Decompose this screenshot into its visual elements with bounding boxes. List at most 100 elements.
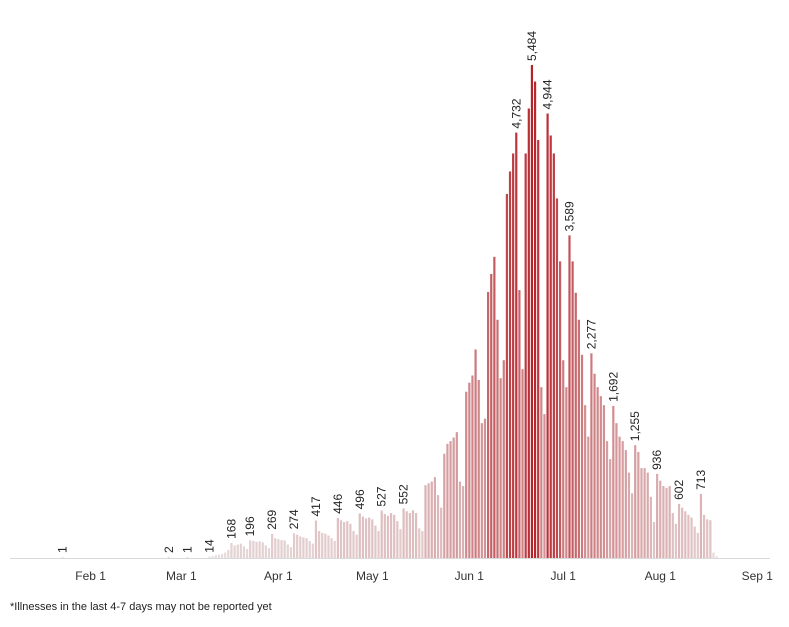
bar [646, 472, 649, 558]
data-label: 1,692 [606, 372, 620, 402]
bar [668, 486, 671, 558]
bar [396, 521, 399, 558]
bar [508, 171, 512, 558]
data-label: 602 [672, 480, 686, 500]
data-label: 2,277 [584, 319, 598, 349]
data-label: 2 [162, 546, 176, 553]
bar [684, 511, 687, 558]
data-label: 4,732 [509, 98, 523, 128]
data-label: 5,484 [525, 31, 539, 61]
bar [368, 517, 371, 558]
bar [261, 542, 264, 558]
bar [239, 543, 242, 558]
bar [471, 375, 474, 558]
bar [302, 537, 305, 558]
bar [321, 532, 324, 558]
bar [574, 292, 577, 558]
bar [227, 549, 230, 558]
bar [283, 540, 286, 558]
bar [389, 513, 393, 558]
bar [252, 540, 255, 558]
bar [317, 531, 321, 558]
bar [568, 235, 571, 559]
bar [715, 556, 718, 558]
bar [677, 503, 681, 558]
bar [490, 273, 493, 558]
bar [277, 539, 280, 558]
bar [571, 261, 574, 558]
bar [446, 443, 449, 558]
bar [543, 414, 546, 558]
bar [233, 545, 236, 558]
bar [436, 495, 440, 558]
bar [393, 514, 396, 558]
x-tick-label: Jun 1 [455, 569, 485, 583]
bar [649, 496, 652, 558]
bar [521, 369, 524, 558]
bar [537, 139, 540, 558]
bar [343, 522, 346, 558]
bar [371, 519, 374, 558]
x-tick-label: Mar 1 [166, 569, 197, 583]
bar [565, 387, 568, 558]
bar [280, 540, 283, 558]
data-label: 3,589 [563, 201, 577, 231]
bar [559, 261, 562, 558]
bar [217, 554, 221, 558]
bar [615, 423, 618, 558]
bar [349, 523, 352, 558]
bar [702, 514, 706, 558]
bar [631, 493, 634, 558]
bar [305, 538, 308, 558]
bar [214, 555, 217, 558]
bar [524, 153, 527, 558]
data-label: 417 [309, 496, 323, 516]
bar [618, 436, 621, 558]
data-label: 496 [353, 489, 367, 509]
bar [530, 65, 534, 558]
bar [465, 391, 468, 558]
bar [242, 546, 246, 558]
data-label: 1 [181, 546, 195, 553]
bar [327, 535, 330, 558]
bar [609, 459, 612, 558]
data-label: 1 [55, 546, 69, 553]
bar [527, 108, 530, 558]
bar [518, 290, 521, 558]
x-tick-label: Apr 1 [264, 569, 293, 583]
bar [364, 518, 368, 558]
bar [533, 81, 537, 558]
bar [496, 319, 499, 558]
x-ticks-group: Feb 1 Mar 1 Apr 1 May 1 Jun 1 Jul 1 Aug 1 Sep 1 [75, 569, 773, 583]
bar [167, 557, 170, 558]
bar [549, 135, 552, 559]
bar [552, 153, 555, 558]
data-label: 713 [694, 470, 708, 490]
bar [458, 481, 462, 558]
bar [493, 256, 496, 558]
bar [311, 543, 314, 558]
bar [352, 531, 355, 558]
bar [308, 540, 311, 558]
bar [299, 536, 302, 558]
bar [696, 532, 699, 558]
bar [361, 516, 365, 558]
bar [377, 531, 380, 558]
bar [590, 353, 593, 558]
bar [292, 533, 296, 558]
bar [427, 483, 430, 558]
bar [440, 507, 443, 558]
bar [324, 533, 327, 558]
bar [577, 319, 580, 558]
bar [505, 193, 508, 558]
bar [271, 533, 274, 558]
data-label: 446 [331, 494, 345, 514]
bar [355, 534, 358, 558]
bar [424, 485, 427, 558]
bar [612, 405, 615, 558]
bar [540, 387, 543, 558]
bar [693, 526, 696, 558]
bar [415, 513, 418, 558]
bar [546, 113, 549, 558]
